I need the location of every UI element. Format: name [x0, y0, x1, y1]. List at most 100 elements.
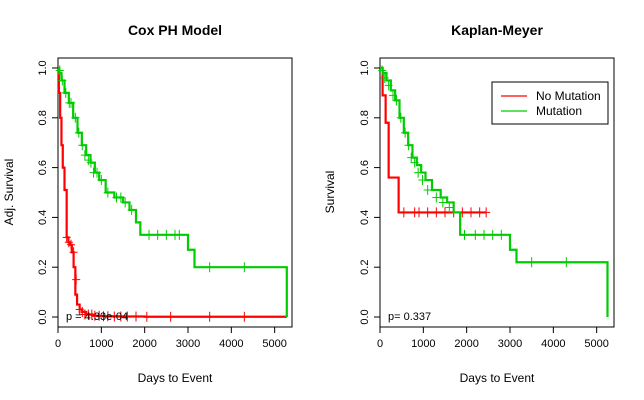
censor-mark — [71, 112, 80, 123]
plot-area: 0 1000 2000 3000 4000 5000 0.0 0.2 0.4 0.6 0.8 1.0 — [359, 57, 615, 350]
censor-mark — [389, 90, 397, 101]
p-value-annotation: p= 0.337 — [388, 311, 431, 323]
censor-mark — [423, 207, 432, 218]
censor-mark — [441, 207, 449, 218]
chart-title: Cox PH Model — [128, 22, 222, 38]
x-tick-label: 5000 — [262, 338, 286, 350]
censor-mark — [482, 207, 491, 218]
x-tick-label: 1000 — [89, 338, 113, 350]
censor-mark — [380, 72, 389, 83]
x-axis-label: Days to Event — [138, 371, 213, 385]
x-tick-label: 4000 — [541, 338, 565, 350]
legend-label-mutation: Mutation — [536, 104, 582, 118]
y-tick-label: 0.2 — [37, 260, 49, 275]
censor-mark — [72, 274, 81, 285]
y-tick-label: 0.2 — [359, 260, 371, 275]
censor-mark — [414, 167, 423, 178]
censor-mark — [527, 257, 536, 268]
y-tick-label: 0.8 — [359, 110, 371, 125]
censor-mark — [445, 202, 454, 213]
y-tick-label: 1.0 — [37, 60, 49, 75]
y-tick-label: 0.6 — [37, 160, 49, 175]
censor-mark — [162, 229, 171, 240]
censor-mark — [240, 311, 249, 322]
panel-cox-ph: Cox PH Model Days to Event Adj. Survival… — [2, 22, 293, 385]
censor-mark — [438, 197, 447, 208]
series-line-0 — [57, 66, 287, 318]
censor-mark — [55, 65, 64, 76]
censor-mark — [86, 157, 95, 168]
censor-mark — [467, 207, 475, 218]
censor-mark — [67, 239, 75, 250]
x-tick-label: 2000 — [132, 338, 156, 350]
legend-box — [491, 81, 609, 125]
censor-mark — [175, 229, 184, 240]
censor-mark — [410, 157, 419, 168]
y-tick-label: 0.8 — [37, 110, 49, 125]
censor-mark — [69, 247, 78, 258]
legend-label-no-mutation: No Mutation — [536, 89, 601, 103]
x-tick-label: 3000 — [498, 338, 522, 350]
plot-frame — [57, 57, 293, 328]
x-tick-label: 0 — [377, 338, 383, 350]
censor-mark — [142, 311, 151, 322]
censor-mark — [415, 207, 423, 218]
censor-mark — [121, 197, 130, 208]
plot-frame — [379, 57, 615, 328]
x-tick-label: 0 — [55, 338, 61, 350]
censor-mark — [404, 140, 413, 151]
panel-kaplan-meyer: Kaplan-Meyer Days to Event Survival 0 100… — [323, 22, 615, 385]
censor-mark — [116, 192, 125, 203]
censor-mark — [97, 175, 106, 186]
x-tick-label: 3000 — [176, 338, 200, 350]
censor-mark — [497, 229, 506, 240]
censor-mark — [78, 140, 87, 151]
censor-mark — [378, 65, 387, 76]
censor-mark — [103, 187, 112, 198]
censor-mark — [166, 311, 175, 322]
censor-mark — [80, 150, 89, 161]
censor-mark — [74, 127, 83, 138]
censor-mark — [93, 167, 101, 178]
censor-mark — [67, 97, 75, 108]
x-tick-label: 2000 — [454, 338, 478, 350]
censor-mark — [123, 311, 132, 322]
censor-mark — [240, 262, 249, 273]
y-tick-label: 0.4 — [37, 210, 49, 225]
chart-title: Kaplan-Meyer — [451, 22, 543, 38]
series-line-1 — [58, 66, 288, 317]
censor-mark — [423, 185, 432, 196]
censor-mark — [480, 229, 488, 240]
censor-mark — [418, 175, 427, 186]
censor-mark — [384, 80, 393, 91]
legend: No Mutation Mutation — [491, 81, 609, 125]
y-axis-label: Survival — [323, 171, 337, 214]
censor-mark — [62, 232, 71, 243]
censor-mark — [432, 207, 441, 218]
censor-mark — [205, 262, 214, 273]
y-tick-label: 0.6 — [359, 160, 371, 175]
p-value-annotation: p = 4.33e-04 — [66, 311, 128, 323]
censor-mark — [153, 229, 162, 240]
y-tick-label: 0.4 — [359, 210, 371, 225]
censor-mark — [471, 229, 480, 240]
censor-mark — [132, 311, 140, 322]
censor-mark — [488, 229, 497, 240]
x-tick-label: 1000 — [411, 338, 435, 350]
y-tick-label: 1.0 — [359, 60, 371, 75]
censor-mark — [401, 127, 410, 138]
censor-mark — [407, 152, 416, 163]
x-tick-label: 4000 — [219, 338, 243, 350]
censor-mark — [432, 192, 441, 203]
censor-mark — [205, 311, 214, 322]
censor-mark — [145, 229, 153, 240]
censor-mark — [399, 207, 408, 218]
censor-mark — [58, 75, 67, 86]
censor-mark — [127, 204, 136, 215]
y-tick-label: 0.0 — [37, 309, 49, 324]
x-tick-label: 5000 — [584, 338, 608, 350]
series-line-0 — [380, 66, 487, 214]
x-axis-label: Days to Event — [460, 371, 535, 385]
series-line-1 — [380, 66, 609, 317]
